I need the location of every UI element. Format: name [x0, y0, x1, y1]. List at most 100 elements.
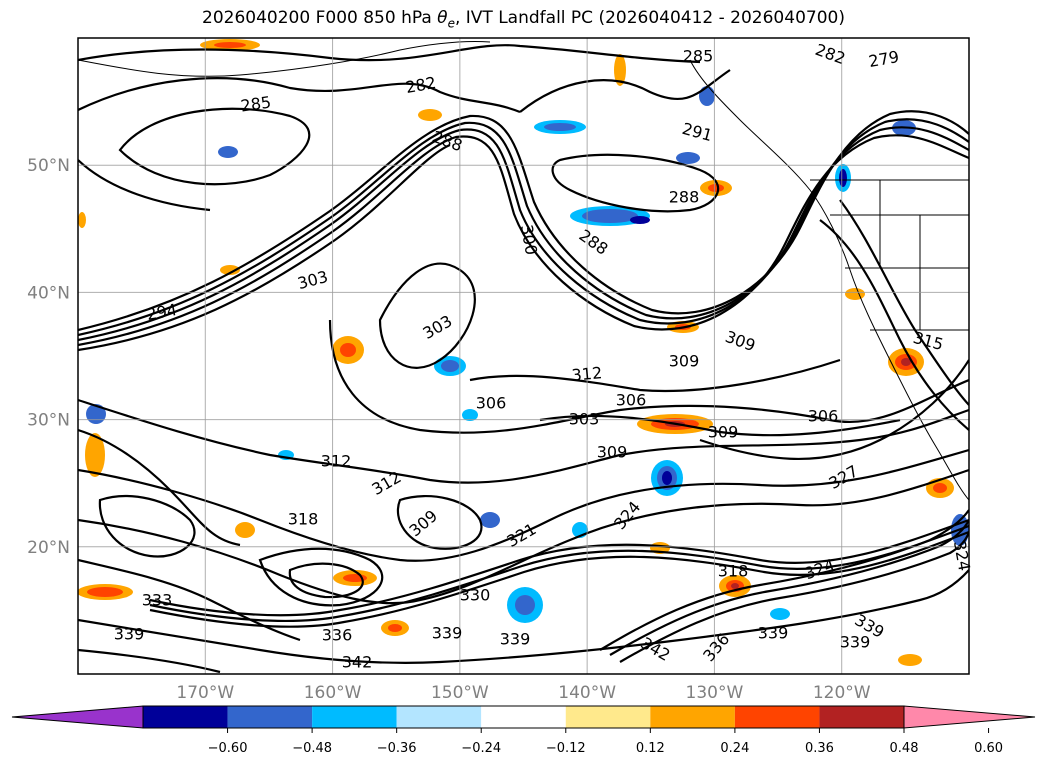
contour-label: 333	[142, 591, 173, 610]
contour-line	[78, 398, 969, 484]
contour-line	[819, 219, 969, 431]
contour-line	[78, 558, 301, 642]
contour-label: 285	[683, 47, 714, 66]
contour-label: 336	[322, 626, 353, 645]
latitude-label: 50°N	[27, 156, 70, 176]
contour-label: 330	[460, 586, 491, 605]
colorbar-extend-low	[11, 705, 144, 729]
title-prefix: 2026040200 F000 850 hPa	[202, 8, 438, 28]
contour-line	[551, 153, 720, 213]
contour-line	[78, 77, 521, 114]
contour-line	[78, 110, 969, 332]
contour-line	[469, 358, 841, 393]
contour-label: 303	[569, 410, 600, 429]
contour-label: 342	[342, 653, 373, 672]
contour-line	[78, 468, 969, 605]
colorbar-tick-label: −0.24	[461, 741, 501, 756]
contour-label: 306	[616, 391, 647, 410]
contour-line	[149, 524, 969, 623]
pacific-northwest-coast	[689, 59, 969, 501]
colorbar-tick-label: 0.12	[636, 741, 665, 756]
contour-line	[839, 199, 969, 406]
contour-line	[78, 44, 701, 64]
latitude-label: 30°N	[27, 411, 70, 431]
contour-line	[78, 428, 241, 547]
contour-line	[78, 448, 969, 562]
longitude-label: 140°W	[558, 683, 616, 703]
colorbar-frame	[142, 705, 905, 729]
colorbar-swatch	[312, 706, 397, 728]
longitude-label: 170°W	[176, 683, 234, 703]
contour-line	[78, 569, 969, 664]
contour-label: 312	[571, 363, 603, 385]
contour-label: 309	[708, 423, 739, 442]
latitude-label: 20°N	[27, 538, 70, 558]
contour-line	[609, 519, 969, 656]
alaska-coast	[78, 40, 491, 77]
colorbar-swatch	[143, 706, 228, 728]
latitude-labels: 50°N 40°N 30°N 20°N	[27, 156, 70, 558]
colorbar-ticks: −0.60 −0.48 −0.36 −0.24 −0.12 0.12 0.24 0.36 0.4…	[208, 728, 1003, 756]
colorbar-tick-label: 0.24	[720, 741, 749, 756]
contour-label: 285	[239, 92, 272, 115]
colorbar-swatch	[481, 706, 566, 728]
graticule	[78, 38, 969, 674]
contour-label: 306	[808, 407, 839, 426]
contour-label: 288	[669, 188, 700, 207]
contour-line	[599, 509, 969, 651]
state-border	[810, 179, 969, 331]
contour-label: 309	[597, 443, 628, 462]
contour-line	[78, 159, 211, 212]
longitude-label: 130°W	[686, 683, 744, 703]
longitude-labels: 170°W 160°W 150°W 140°W 130°W 120°W	[176, 683, 870, 703]
contour-line	[328, 319, 969, 434]
title-subscript: e	[447, 16, 455, 31]
contour-line	[699, 359, 969, 460]
contour-line	[519, 69, 731, 113]
contour-label: 339	[114, 625, 145, 644]
colorbar-tick-label: −0.36	[377, 741, 417, 756]
contour-line	[619, 531, 969, 663]
colorbar-swatch	[396, 706, 482, 728]
state-border	[879, 180, 921, 330]
theta-e-contours	[78, 44, 969, 674]
colorbar-swatch	[227, 706, 313, 728]
contour-label: 339	[500, 630, 531, 649]
colorbar-extend-high	[903, 705, 1036, 729]
contour-line	[396, 495, 483, 550]
contour-line	[98, 494, 196, 558]
contour-line	[149, 530, 969, 628]
contour-line	[78, 143, 451, 352]
coastlines	[78, 40, 969, 501]
contour-label: 339	[758, 624, 789, 643]
colorbar-tick-label: 0.48	[890, 741, 919, 756]
contour-label: 318	[288, 510, 319, 529]
contour-label: 339	[840, 633, 871, 652]
contour-line	[258, 547, 384, 607]
colorbar-tick-label: −0.60	[208, 741, 248, 756]
latitude-label: 40°N	[27, 283, 70, 303]
contour-line	[378, 262, 476, 369]
contour-label: 306	[476, 394, 507, 413]
colorbar	[11, 705, 1036, 729]
contour-label: 312	[321, 452, 352, 471]
colorbar-tick-label: −0.12	[546, 741, 586, 756]
map-frame	[77, 37, 970, 675]
colorbar-swatch	[734, 706, 820, 728]
contour-line	[78, 648, 221, 674]
colorbar-swatch	[819, 706, 904, 728]
longitude-label: 150°W	[431, 683, 489, 703]
chart-title: 2026040200 F000 850 hPa θe, IVT Landfall…	[0, 8, 1047, 30]
contour-label: 318	[718, 562, 749, 581]
longitude-label: 120°W	[813, 683, 871, 703]
colorbar-tick-label: 0.36	[805, 741, 834, 756]
longitude-label: 160°W	[304, 683, 362, 703]
colorbar-swatch	[565, 706, 651, 728]
colorbar-tick-label: −0.48	[292, 741, 332, 756]
contour-line	[149, 518, 969, 617]
contour-label: 339	[432, 624, 463, 643]
contour-line	[288, 562, 364, 599]
contour-line	[118, 107, 311, 186]
title-theta-symbol: θ	[437, 8, 448, 28]
